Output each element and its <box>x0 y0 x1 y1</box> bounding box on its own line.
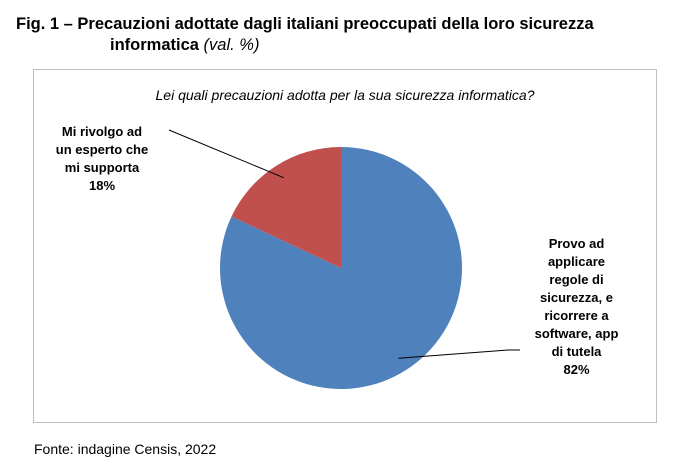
label-line: sicurezza, e <box>540 290 613 305</box>
leader-line-regole <box>398 349 520 359</box>
label-line: Provo ad <box>548 236 605 251</box>
pie-slice-regole <box>220 147 463 389</box>
slice-value: 82% <box>563 362 590 377</box>
figure-unit: (val. %) <box>203 36 260 54</box>
figure-title: Fig. 1 – Precauzioni adottate dagli ital… <box>16 14 666 56</box>
figure-title-line2: informatica <box>110 36 199 54</box>
label-line: di tutela <box>551 344 602 359</box>
slice-value: 18% <box>88 178 116 193</box>
label-line: ricorrere a <box>544 308 609 323</box>
chart-area: Lei quali precauzioni adotta per la sua … <box>33 69 657 423</box>
slice-label-regole: Provo ad applicare regole di sicurezza, … <box>514 235 639 379</box>
label-line: mi supporta <box>64 160 140 175</box>
label-line: software, app <box>534 326 619 341</box>
label-line: applicare <box>547 254 606 269</box>
label-line: regole di <box>549 272 604 287</box>
label-line: un esperto che <box>55 142 149 157</box>
pie-chart <box>168 129 520 389</box>
figure-title-line1: Fig. 1 – Precauzioni adottate dagli ital… <box>16 15 594 33</box>
leader-line-esperto <box>168 129 284 179</box>
pie-slice-esperto <box>231 147 341 268</box>
slice-label-esperto: Mi rivolgo ad un esperto che mi supporta… <box>42 123 162 195</box>
chart-question: Lei quali precauzioni adotta per la sua … <box>155 87 535 103</box>
label-line: Mi rivolgo ad <box>61 124 143 139</box>
source-note: Fonte: indagine Censis, 2022 <box>34 441 217 457</box>
